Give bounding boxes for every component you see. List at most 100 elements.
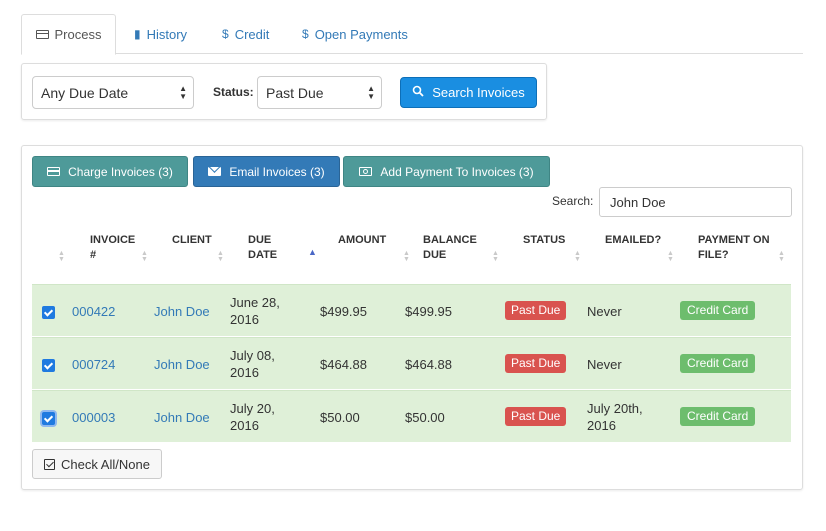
email-invoices-label: Email Invoices (3) (229, 164, 325, 179)
check-square-icon (44, 458, 56, 470)
column-header-balance-due[interactable]: BALANCE DUE (423, 233, 477, 263)
due-date-line2: 2016 (230, 365, 259, 380)
tab-history-label: History (146, 26, 188, 42)
header-balance-line1: BALANCE (423, 234, 477, 246)
balance-cell: $499.95 (405, 304, 452, 319)
due-date-line1: July 20, (230, 401, 275, 416)
amount-cell: $50.00 (320, 410, 360, 425)
amount-cell: $499.95 (320, 304, 367, 319)
header-due-line1: DUE (248, 234, 272, 246)
sort-icon[interactable]: ▲ ▼ (403, 250, 410, 263)
status-badge: Past Due (505, 354, 567, 373)
dollar-icon: $ (302, 27, 309, 41)
row-checkbox[interactable] (42, 412, 55, 425)
sort-icon[interactable]: ▲ ▼ (58, 250, 65, 263)
charge-invoices-button[interactable]: Charge Invoices (3) (32, 156, 188, 187)
emailed-line1: July 20th, (587, 401, 643, 416)
column-header-amount[interactable]: AMOUNT (338, 233, 386, 248)
add-payment-button[interactable]: Add Payment To Invoices (3) (343, 156, 550, 187)
check-all-label: Check All/None (61, 456, 150, 472)
payment-badge: Credit Card (680, 301, 756, 320)
table-row[interactable]: 000003 John Doe July 20, 2016 $50.00 $50… (32, 390, 791, 442)
client-link[interactable]: John Doe (154, 357, 210, 372)
tab-credit[interactable]: $ Credit (222, 14, 269, 54)
header-amount: AMOUNT (338, 234, 387, 246)
tab-process-label: Process (54, 27, 102, 42)
due-date-line2: 2016 (230, 312, 259, 327)
table-search-input[interactable] (599, 187, 792, 217)
search-invoices-button[interactable]: Search Invoices (400, 77, 537, 108)
client-link[interactable]: John Doe (154, 410, 210, 425)
tab-history[interactable]: ▮ History (134, 14, 187, 54)
header-payment-line1: PAYMENT ON (698, 234, 770, 246)
invoice-link[interactable]: 000003 (72, 410, 116, 425)
client-link[interactable]: John Doe (154, 304, 210, 319)
balance-cell: $464.88 (405, 357, 452, 372)
select-arrows-icon: ▲ ▼ (367, 84, 375, 101)
table-row[interactable]: 000724 John Doe July 08, 2016 $464.88 $4… (32, 337, 791, 389)
status-badge: Past Due (505, 301, 567, 320)
table-search-label: Search: (552, 194, 594, 208)
header-invoice-line2: # (90, 249, 97, 261)
nav-tabs: Process ▮ History $ Credit $ Open Paymen… (21, 14, 803, 55)
check-all-button[interactable]: Check All/None (32, 449, 162, 479)
email-invoices-button[interactable]: Email Invoices (3) (193, 156, 340, 187)
dollar-icon: $ (222, 27, 229, 41)
invoices-panel: Charge Invoices (3) Email Invoices (3) A… (21, 145, 803, 490)
due-date-line1: July 08, (230, 348, 275, 363)
credit-card-icon (35, 29, 49, 41)
invoice-link[interactable]: 000422 (72, 304, 116, 319)
emailed-line2: 2016 (587, 418, 616, 433)
header-client: CLIENT (172, 234, 212, 246)
add-payment-label: Add Payment To Invoices (3) (380, 164, 534, 179)
table-row[interactable]: 000422 John Doe June 28, 2016 $499.95 $4… (32, 284, 791, 336)
amount-cell: $464.88 (320, 357, 367, 372)
emailed-line1: Never (587, 304, 622, 319)
header-emailed: EMAILED? (605, 234, 662, 246)
select-arrows-icon: ▲ ▼ (179, 84, 187, 101)
column-header-emailed[interactable]: EMAILED? (605, 233, 661, 248)
emailed-line1: Never (587, 357, 622, 372)
due-date-select[interactable]: Any Due Date ▲ ▼ (32, 76, 194, 109)
emailed-cell: July 20th, 2016 (587, 400, 643, 434)
status-value: Past Due (266, 84, 324, 101)
header-balance-line2: DUE (423, 249, 447, 261)
invoice-link[interactable]: 000724 (72, 357, 116, 372)
due-date-cell: July 20, 2016 (230, 400, 275, 434)
tab-credit-label: Credit (234, 26, 270, 42)
tab-open-payments[interactable]: $ Open Payments (302, 14, 408, 54)
column-header-invoice[interactable]: INVOICE # (90, 233, 135, 263)
money-icon (359, 167, 373, 176)
sort-icon[interactable]: ▲ ▼ (217, 250, 224, 263)
credit-card-icon (47, 167, 61, 176)
header-invoice-line1: INVOICE (90, 234, 136, 246)
row-checkbox[interactable] (42, 306, 55, 319)
due-date-line1: June 28, (230, 295, 280, 310)
payment-badge: Credit Card (680, 407, 756, 426)
payment-badge: Credit Card (680, 354, 756, 373)
balance-cell: $50.00 (405, 410, 445, 425)
tab-open-payments-label: Open Payments (314, 26, 408, 42)
sort-icon[interactable]: ▲ ▼ (492, 250, 499, 263)
header-status: STATUS (523, 234, 566, 246)
column-header-client[interactable]: CLIENT (172, 233, 212, 248)
due-date-cell: June 28, 2016 (230, 294, 280, 328)
sort-icon[interactable]: ▲ ▼ (574, 250, 581, 263)
column-header-due-date[interactable]: DUE DATE (248, 233, 277, 263)
column-header-payment-on-file[interactable]: PAYMENT ON FILE? (698, 233, 770, 263)
emailed-cell: Never (587, 356, 622, 373)
header-payment-line2: FILE? (698, 249, 729, 261)
sort-icon[interactable]: ▲ ▼ (667, 250, 674, 263)
header-due-line2: DATE (248, 249, 278, 261)
sort-asc-icon[interactable]: ▲ (308, 247, 317, 257)
book-icon: ▮ (134, 27, 141, 41)
status-badge: Past Due (505, 407, 567, 426)
tab-process[interactable]: Process (21, 14, 116, 55)
sort-icon[interactable]: ▲ ▼ (141, 250, 148, 263)
envelope-icon (208, 167, 222, 176)
status-select[interactable]: Past Due ▲ ▼ (257, 76, 382, 109)
row-checkbox[interactable] (42, 359, 55, 372)
sort-icon[interactable]: ▲ ▼ (778, 250, 785, 263)
due-date-cell: July 08, 2016 (230, 347, 275, 381)
column-header-status[interactable]: STATUS (523, 233, 565, 248)
